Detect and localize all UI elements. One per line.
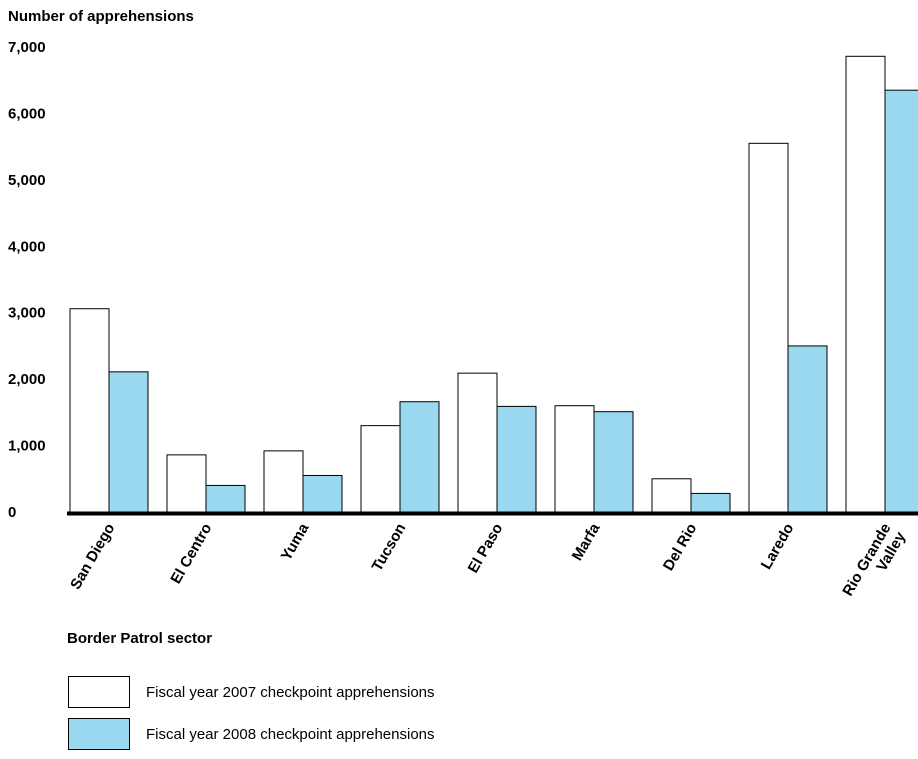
- x-tick-label-line: Del Rio: [660, 521, 701, 574]
- legend: Fiscal year 2007 checkpoint apprehension…: [68, 675, 435, 759]
- x-tick-label: Rio GrandeValley: [839, 520, 909, 608]
- bar-2008: [399, 401, 440, 513]
- x-tick-label: Tucson: [369, 521, 410, 575]
- y-tick-label: 3,000: [8, 305, 46, 322]
- bar-2007: [360, 425, 401, 513]
- bar-2008: [302, 474, 343, 513]
- x-tick-label-line: Yuma: [278, 520, 313, 564]
- legend-label-2008: Fiscal year 2008 checkpoint apprehension…: [146, 725, 435, 743]
- x-tick-label-line: El Centro: [167, 521, 215, 587]
- bar-2007: [69, 308, 110, 513]
- x-tick-label: El Paso: [465, 521, 507, 576]
- bar-2007: [263, 450, 304, 513]
- bar-2007: [845, 55, 886, 513]
- bar-2008: [108, 371, 149, 513]
- bar-2008: [496, 405, 537, 513]
- x-tick-label: San Diego: [67, 521, 118, 593]
- x-tick-label-line: Marfa: [569, 520, 604, 564]
- y-tick-label: 6,000: [8, 105, 46, 122]
- x-tick-label-line: San Diego: [67, 521, 118, 593]
- x-tick-label-line: Laredo: [758, 521, 798, 573]
- x-axis-title: Border Patrol sector: [67, 630, 213, 647]
- bar-2008: [690, 492, 731, 513]
- y-axis-title: Number of apprehensions: [8, 8, 194, 25]
- bar-2008: [593, 411, 634, 513]
- x-tick-label: Marfa: [569, 520, 604, 564]
- bar-2007: [166, 454, 207, 513]
- bar-2008: [884, 89, 918, 513]
- y-tick-label: 0: [8, 504, 16, 521]
- y-tick-label: 4,000: [8, 238, 46, 255]
- y-tick-label: 7,000: [8, 39, 46, 56]
- legend-swatch-2007: [68, 676, 130, 708]
- x-tick-label: El Centro: [167, 521, 215, 587]
- legend-label-2007: Fiscal year 2007 checkpoint apprehension…: [146, 683, 435, 701]
- x-tick-label-line: Tucson: [369, 521, 410, 575]
- legend-item-2007: Fiscal year 2007 checkpoint apprehension…: [68, 675, 435, 709]
- x-tick-label-line: El Paso: [465, 521, 507, 576]
- y-tick-label: 1,000: [8, 438, 46, 455]
- bar-2007: [651, 478, 692, 513]
- x-tick-label: Yuma: [278, 520, 313, 564]
- y-tick-label: 5,000: [8, 172, 46, 189]
- legend-swatch-2008: [68, 718, 130, 750]
- bar-2007: [457, 372, 498, 513]
- y-tick-label: 2,000: [8, 371, 46, 388]
- bar-2008: [787, 345, 828, 513]
- bar-2007: [748, 142, 789, 513]
- bar-2007: [554, 405, 595, 513]
- x-tick-label: Laredo: [758, 521, 798, 573]
- bar-2008: [205, 484, 246, 513]
- x-tick-label: Del Rio: [660, 521, 701, 574]
